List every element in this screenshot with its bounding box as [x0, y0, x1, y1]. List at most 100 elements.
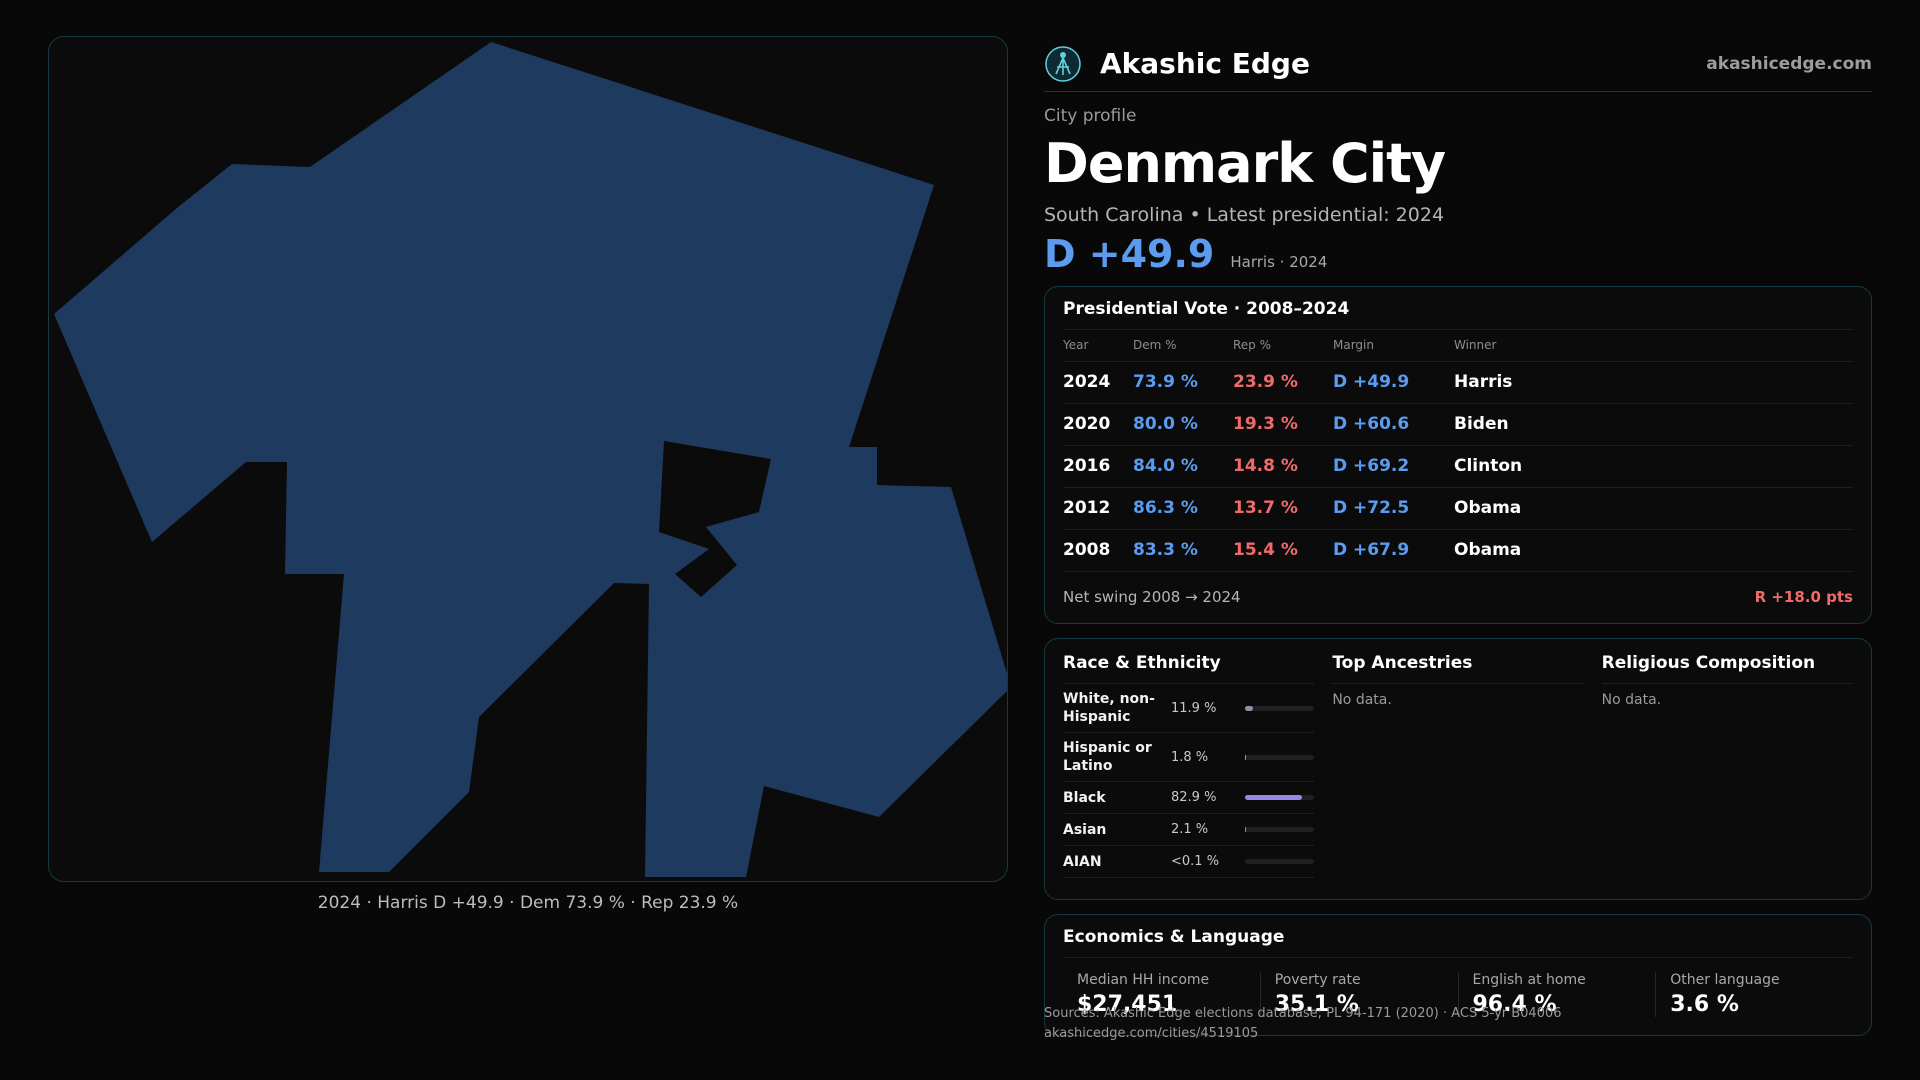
source-citation: Sources: Akashic Edge elections database…	[1044, 1006, 1562, 1021]
race-row: Black 82.9 %	[1063, 782, 1315, 814]
map-caption: 2024 · Harris D +49.9 · Dem 73.9 % · Rep…	[317, 893, 739, 913]
econ-label: Poverty rate	[1274, 972, 1361, 988]
religion-empty: No data.	[1601, 692, 1662, 708]
ancestries-section: Top Ancestries No data.	[1332, 653, 1584, 885]
religion-title: Religious Composition	[1601, 653, 1853, 684]
profile-panel: Akashic Edge akashicedge.com City profil…	[1044, 36, 1872, 1036]
cell-margin: D +69.2	[1333, 445, 1454, 488]
race-bar-fill	[1245, 754, 1247, 760]
akashic-edge-logo-icon	[1045, 45, 1081, 82]
col-header-winner: Winner	[1454, 330, 1853, 362]
presidential-vote-card: Presidential Vote · 2008–2024 Year Dem %…	[1044, 286, 1872, 624]
race-label: White, non-Hispanic	[1063, 691, 1155, 725]
race-bar	[1245, 705, 1315, 711]
econ-label: Median HH income	[1077, 972, 1210, 988]
margin-winner: Harris · 2024	[1230, 253, 1328, 271]
religion-section: Religious Composition No data.	[1601, 653, 1853, 885]
economics-title: Economics & Language	[1063, 927, 1285, 947]
cell-dem: 86.3 %	[1133, 487, 1233, 530]
econ-cell: Other language 3.6 %	[1655, 972, 1853, 1017]
vote-table: Year Dem % Rep % Margin Winner 2024 73.9…	[1063, 330, 1853, 572]
race-label: Asian	[1063, 821, 1107, 838]
economics-card: Economics & Language Median HH income $2…	[1044, 914, 1872, 1036]
ancestries-title: Top Ancestries	[1332, 653, 1584, 684]
net-swing-label: Net swing 2008 → 2024	[1063, 587, 1241, 606]
city-boundary-shape[interactable]	[54, 42, 1008, 877]
cell-margin: D +49.9	[1333, 361, 1454, 404]
cell-winner: Harris	[1454, 361, 1853, 404]
brand-bar: Akashic Edge akashicedge.com	[1044, 36, 1872, 92]
table-row: 2012 86.3 % 13.7 % D +72.5 Obama	[1063, 487, 1853, 530]
cell-dem: 80.0 %	[1133, 403, 1233, 446]
brand-name: Akashic Edge	[1100, 47, 1310, 80]
race-row: White, non-Hispanic 11.9 %	[1063, 684, 1315, 733]
race-bar	[1245, 795, 1315, 800]
econ-value: 96.4 %	[1472, 992, 1557, 1017]
econ-value: 35.1 %	[1274, 992, 1359, 1017]
brand-url-link[interactable]: akashicedge.com	[1706, 53, 1872, 74]
cell-dem: 84.0 %	[1133, 445, 1233, 488]
econ-cell: Median HH income $27,451	[1063, 972, 1260, 1017]
page-subtitle: South Carolina • Latest presidential: 20…	[1044, 204, 1445, 226]
net-swing: Net swing 2008 → 2024 R +18.0 pts	[1063, 588, 1853, 606]
col-header-rep: Rep %	[1233, 330, 1333, 362]
race-ethnicity-section: Race & Ethnicity White, non-Hispanic 11.…	[1063, 653, 1315, 885]
race-title: Race & Ethnicity	[1063, 653, 1315, 684]
race-pct: 2.1 %	[1171, 822, 1209, 837]
race-label: AIAN	[1063, 853, 1102, 870]
race-bar-fill	[1245, 795, 1303, 800]
econ-cell: English at home 96.4 %	[1457, 972, 1656, 1017]
ancestries-empty: No data.	[1332, 692, 1392, 708]
economics-grid: Median HH income $27,451 Poverty rate 35…	[1063, 972, 1853, 1017]
page-eyebrow: City profile	[1044, 106, 1137, 126]
cell-dem: 73.9 %	[1133, 361, 1233, 404]
cell-rep: 19.3 %	[1233, 403, 1333, 446]
race-label: Black	[1063, 789, 1106, 806]
cell-year: 2008	[1063, 529, 1133, 572]
col-header-year: Year	[1063, 330, 1133, 362]
cell-rep: 13.7 %	[1233, 487, 1333, 530]
race-bar-fill	[1245, 827, 1247, 832]
cell-winner: Obama	[1454, 487, 1853, 530]
race-row: Hispanic or Latino 1.8 %	[1063, 733, 1315, 782]
cell-rep: 15.4 %	[1233, 529, 1333, 572]
source-link[interactable]: akashicedge.com/cities/4519105	[1044, 1026, 1259, 1041]
cell-margin: D +60.6	[1333, 403, 1454, 446]
cell-margin: D +67.9	[1333, 529, 1454, 572]
race-pct: 11.9 %	[1171, 700, 1217, 716]
race-bar	[1245, 827, 1315, 832]
city-boundary-map	[54, 42, 1008, 877]
page-title: Denmark City	[1044, 132, 1446, 195]
race-row: Asian 2.1 %	[1063, 814, 1315, 846]
cell-winner: Clinton	[1454, 445, 1853, 488]
cell-year: 2020	[1063, 403, 1133, 446]
cell-rep: 23.9 %	[1233, 361, 1333, 404]
race-label: Hispanic or Latino	[1063, 740, 1152, 774]
vote-table-header: Year Dem % Rep % Margin Winner	[1063, 330, 1853, 362]
col-header-dem: Dem %	[1133, 330, 1233, 362]
net-swing-value: R +18.0 pts	[1754, 587, 1853, 606]
source-footer: Sources: Akashic Edge elections database…	[1044, 1004, 1562, 1044]
city-map[interactable]	[48, 36, 1008, 882]
econ-value: 3.6 %	[1670, 992, 1739, 1017]
race-bar	[1245, 754, 1315, 760]
cell-year: 2016	[1063, 445, 1133, 488]
headline-margin: D +49.9 Harris · 2024	[1044, 232, 1872, 276]
econ-value: $27,451	[1077, 992, 1178, 1017]
econ-label: English at home	[1472, 972, 1586, 988]
race-bar-fill	[1245, 705, 1254, 711]
race-bar	[1245, 859, 1315, 864]
vote-card-title: Presidential Vote · 2008–2024	[1063, 299, 1350, 319]
table-row: 2016 84.0 % 14.8 % D +69.2 Clinton	[1063, 445, 1853, 488]
margin-value: D +49.9	[1044, 232, 1215, 276]
cell-margin: D +72.5	[1333, 487, 1454, 530]
cell-dem: 83.3 %	[1133, 529, 1233, 572]
race-row: AIAN <0.1 %	[1063, 846, 1315, 878]
econ-cell: Poverty rate 35.1 %	[1259, 972, 1458, 1017]
cell-year: 2012	[1063, 487, 1133, 530]
race-pct: 1.8 %	[1171, 749, 1209, 765]
cell-winner: Biden	[1454, 403, 1853, 446]
cell-winner: Obama	[1454, 529, 1853, 572]
econ-label: Other language	[1670, 972, 1780, 988]
brand[interactable]: Akashic Edge	[1044, 45, 1310, 83]
